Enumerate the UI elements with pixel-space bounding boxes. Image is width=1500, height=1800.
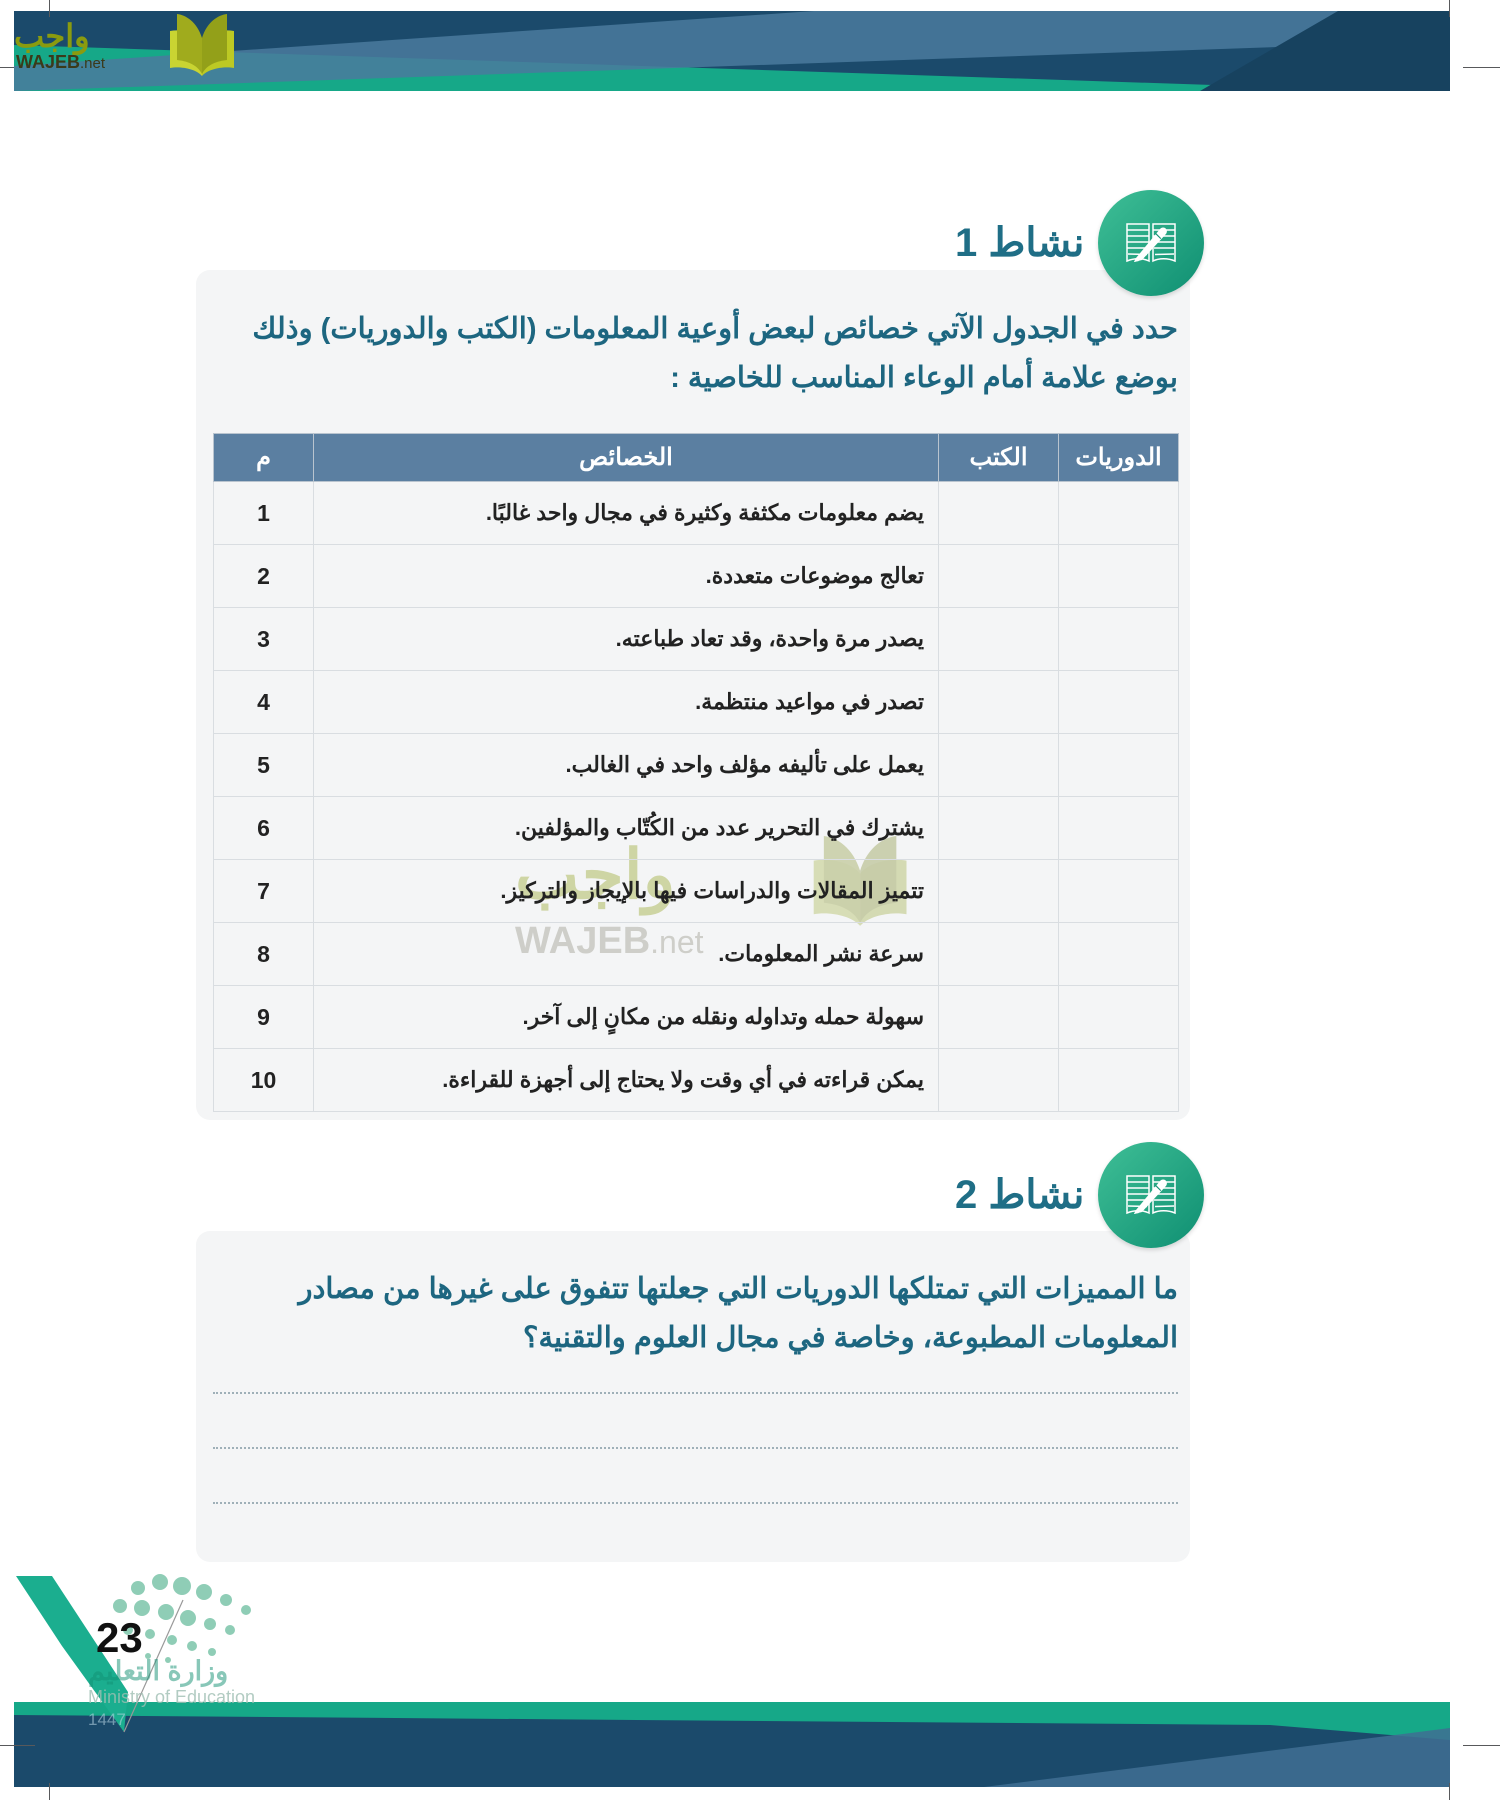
svg-text:Ministry of Education: Ministry of Education: [88, 1687, 255, 1707]
svg-text:23: 23: [96, 1614, 143, 1661]
svg-text:واجب: واجب: [14, 18, 90, 56]
svg-text:1447: 1447: [88, 1710, 126, 1729]
svg-text:WAJEB.net: WAJEB.net: [16, 52, 106, 72]
svg-text:وزارة التعليم: وزارة التعليم: [88, 1656, 228, 1688]
